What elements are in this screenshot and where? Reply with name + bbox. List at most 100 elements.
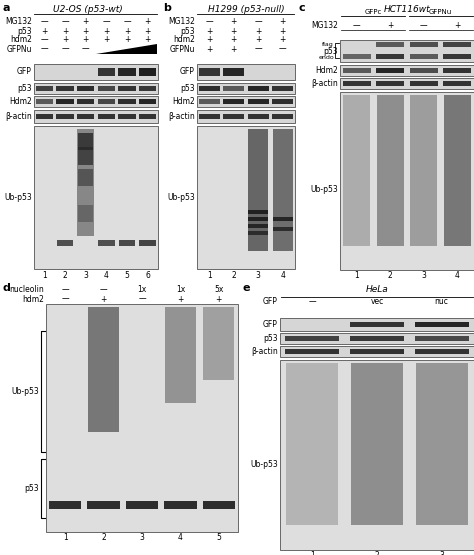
Bar <box>197 96 295 107</box>
Text: +: + <box>387 22 393 31</box>
Text: 5: 5 <box>125 270 129 280</box>
Text: hdm2: hdm2 <box>22 295 44 304</box>
Text: —: — <box>62 295 69 304</box>
Bar <box>88 307 119 432</box>
Text: —: — <box>420 22 428 31</box>
Bar <box>98 240 115 246</box>
Text: +: + <box>280 36 286 44</box>
Bar <box>285 349 339 354</box>
Bar <box>443 68 471 73</box>
Bar <box>248 129 268 250</box>
Bar <box>340 65 474 76</box>
Text: +: + <box>230 18 237 27</box>
Bar <box>285 336 339 341</box>
Bar <box>280 333 474 344</box>
Text: 1: 1 <box>207 270 211 280</box>
Bar <box>199 114 219 119</box>
Bar <box>273 99 293 104</box>
Bar <box>203 501 235 508</box>
Text: Ub-p53: Ub-p53 <box>11 387 39 396</box>
Text: +: + <box>216 295 222 304</box>
Bar <box>416 363 467 524</box>
Bar <box>273 217 292 221</box>
Bar <box>118 68 136 75</box>
Bar <box>248 210 268 214</box>
Text: Hdm2: Hdm2 <box>315 66 338 75</box>
Bar <box>197 83 295 94</box>
Bar <box>199 86 219 91</box>
Text: +: + <box>82 36 89 44</box>
Bar <box>78 205 93 222</box>
Text: MG132: MG132 <box>5 18 32 27</box>
Bar <box>443 54 471 59</box>
Text: 2: 2 <box>231 270 236 280</box>
Text: +: + <box>103 27 109 36</box>
Text: —: — <box>62 285 69 295</box>
Text: 4: 4 <box>280 270 285 280</box>
Text: e: e <box>243 283 250 293</box>
Bar <box>223 68 244 75</box>
Text: +: + <box>145 18 151 27</box>
Text: HCT116wt: HCT116wt <box>383 6 430 14</box>
Bar <box>280 360 474 550</box>
Bar <box>56 114 73 119</box>
Text: 1x: 1x <box>176 285 185 295</box>
Bar <box>98 99 115 104</box>
Bar <box>343 81 371 86</box>
Text: H1299 (p53-null): H1299 (p53-null) <box>208 6 284 14</box>
Bar <box>273 129 292 250</box>
Text: +: + <box>62 36 68 44</box>
Text: +: + <box>255 36 262 44</box>
Bar <box>223 99 244 104</box>
Text: β-actin: β-actin <box>5 112 32 121</box>
Text: p53: p53 <box>18 84 32 93</box>
Bar <box>56 86 73 91</box>
Bar <box>77 129 94 236</box>
Bar <box>248 86 269 91</box>
Text: β-actin: β-actin <box>251 347 278 356</box>
Bar <box>280 346 474 357</box>
Bar <box>36 86 53 91</box>
Text: β-actin: β-actin <box>168 112 195 121</box>
Text: hdm2: hdm2 <box>173 36 195 44</box>
Text: +: + <box>230 36 237 44</box>
Bar <box>414 349 469 354</box>
Bar <box>340 40 474 62</box>
Bar <box>34 110 158 123</box>
Bar <box>410 81 438 86</box>
Text: HeLa: HeLa <box>365 285 388 295</box>
Bar <box>98 68 115 75</box>
Text: —: — <box>82 44 90 53</box>
Text: +: + <box>206 36 212 44</box>
Bar <box>46 304 238 532</box>
Bar <box>343 68 371 73</box>
Polygon shape <box>96 44 157 54</box>
Bar <box>223 114 244 119</box>
Text: —: — <box>353 22 361 31</box>
Bar <box>343 95 370 246</box>
Bar <box>377 95 404 246</box>
Bar <box>280 318 474 331</box>
Text: U2-OS (p53-wt): U2-OS (p53-wt) <box>53 6 123 14</box>
Bar <box>248 99 269 104</box>
Text: 1: 1 <box>63 533 68 542</box>
Text: 1x: 1x <box>137 285 146 295</box>
Bar <box>98 114 115 119</box>
Text: +: + <box>230 44 237 53</box>
Text: p53: p53 <box>181 27 195 36</box>
Text: —: — <box>205 18 213 27</box>
Text: +: + <box>255 27 262 36</box>
Text: 1: 1 <box>42 270 47 280</box>
Text: +: + <box>145 36 151 44</box>
Text: p53: p53 <box>24 484 39 493</box>
Text: 4: 4 <box>104 270 109 280</box>
Bar <box>248 224 268 228</box>
Bar <box>118 240 135 246</box>
Bar <box>203 307 234 380</box>
Text: GFP: GFP <box>263 320 278 329</box>
Text: +: + <box>145 27 151 36</box>
Text: —: — <box>255 44 262 53</box>
Text: GFPNu: GFPNu <box>429 9 452 15</box>
Text: +: + <box>41 27 47 36</box>
Text: 3: 3 <box>139 533 145 542</box>
